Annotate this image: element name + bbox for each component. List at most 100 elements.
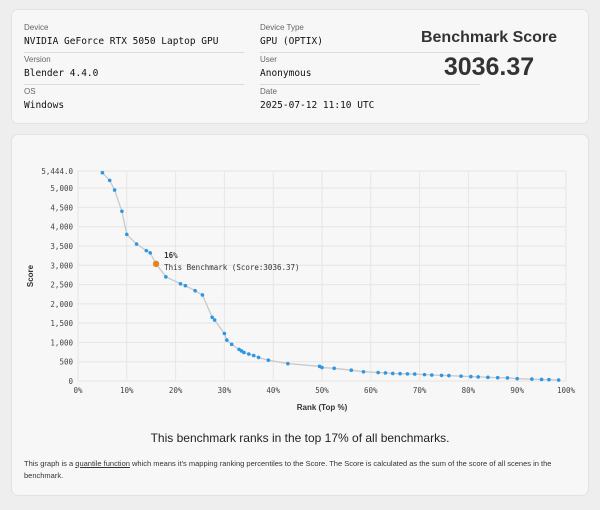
y-tick-label: 2,500 <box>50 281 73 290</box>
version-label: Version <box>24 55 51 64</box>
data-point <box>349 368 354 372</box>
data-point <box>212 318 217 322</box>
x-tick-label: 40% <box>266 386 280 395</box>
x-tick-label: 10% <box>120 386 134 395</box>
data-point <box>361 369 366 374</box>
benchmark-info-card: Device NVIDIA GeForce RTX 5050 Laptop GP… <box>12 10 588 123</box>
data-point <box>530 377 534 381</box>
data-point <box>476 375 480 379</box>
data-point <box>178 281 183 286</box>
score-curve <box>101 172 559 381</box>
rank-sentence: This benchmark ranks in the top 17% of a… <box>150 431 450 445</box>
data-point <box>229 342 234 347</box>
chart-card: 0 500 1,000 1,500 2,000 2,500 3,000 3,500 4,000 4… <box>12 135 588 495</box>
y-tick-label: 3,000 <box>50 261 73 270</box>
x-tick-label: 30% <box>218 386 232 395</box>
divider <box>260 52 480 53</box>
os-label: OS <box>24 87 36 96</box>
data-point <box>112 188 117 192</box>
data-point <box>515 376 519 381</box>
device-type-label: Device Type <box>260 23 304 32</box>
os-value: Windows <box>24 100 65 111</box>
device-value: NVIDIA GeForce RTX 5050 Laptop GPU <box>24 36 219 47</box>
data-point <box>422 372 427 377</box>
user-label: User <box>260 55 277 64</box>
data-point <box>266 358 271 362</box>
data-point <box>251 353 256 358</box>
data-point <box>286 361 290 366</box>
date-value: 2025-07-12 11:10 UTC <box>260 100 375 111</box>
data-point <box>134 242 139 246</box>
x-tick-label: 50% <box>315 386 329 395</box>
device-type-field: Device Type GPU (OPTIX) <box>260 23 480 53</box>
data-point <box>120 209 124 214</box>
data-point <box>556 378 561 382</box>
highlight-score-label: This Benchmark (Score:3036.37) <box>164 263 299 272</box>
data-point <box>459 374 463 378</box>
data-point <box>547 377 551 382</box>
y-tick-label: 1,500 <box>50 319 73 328</box>
y-tick-label: 3,500 <box>50 242 73 251</box>
data-point <box>164 275 168 279</box>
data-point <box>383 371 388 375</box>
quantile-function-link[interactable]: quantile function <box>75 459 130 468</box>
data-point <box>193 288 197 293</box>
date-field: Date 2025-07-12 11:10 UTC <box>260 87 480 111</box>
y-tick-label: 4,500 <box>50 203 73 212</box>
user-field: User Anonymous <box>260 55 480 85</box>
data-point <box>495 375 500 380</box>
data-point <box>225 338 229 342</box>
version-field: Version Blender 4.4.0 <box>24 55 244 85</box>
data-point <box>376 370 380 375</box>
data-point <box>144 248 149 253</box>
data-point <box>100 170 105 175</box>
x-tick-label: 70% <box>413 386 427 395</box>
version-value: Blender 4.4.0 <box>24 68 99 79</box>
x-tick-label: 100% <box>557 386 576 395</box>
data-point <box>183 283 188 288</box>
data-point <box>405 372 410 376</box>
data-point <box>148 251 153 255</box>
explanation-suffix: which means it's mapping ranking percent… <box>24 459 552 480</box>
date-label: Date <box>260 87 277 96</box>
data-point <box>210 315 214 320</box>
y-tick-label: 2,000 <box>50 300 73 309</box>
x-axis-label: Rank (Top %) <box>297 403 348 412</box>
data-point <box>332 366 337 371</box>
device-type-value: GPU (OPTIX) <box>260 36 323 47</box>
x-tick-label: 80% <box>462 386 476 395</box>
data-point <box>107 178 112 183</box>
data-point <box>412 372 417 376</box>
data-point <box>439 373 444 378</box>
data-point <box>469 374 473 379</box>
divider <box>24 52 244 53</box>
benchmark-score-value: 3036.37 <box>443 53 535 81</box>
y-axis-label: Score <box>26 264 35 287</box>
device-label: Device <box>24 23 49 32</box>
data-point <box>430 373 434 377</box>
data-point <box>390 371 395 376</box>
data-point <box>247 352 251 356</box>
benchmark-score-title: Benchmark Score <box>420 29 558 46</box>
y-tick-label: 500 <box>59 358 73 367</box>
data-point <box>447 373 451 378</box>
highlight-rank-label: 16% <box>164 251 178 260</box>
data-point <box>320 365 324 370</box>
y-tick-label: 4,000 <box>50 223 73 232</box>
data-point <box>222 331 227 336</box>
data-point <box>398 371 402 376</box>
x-tick-label: 90% <box>510 386 524 395</box>
explanation-text: This graph is a quantile function which … <box>24 458 576 482</box>
data-point <box>242 350 246 355</box>
os-field: OS Windows <box>24 87 244 111</box>
x-tick-label: 0% <box>73 386 83 395</box>
quantile-chart: 0 500 1,000 1,500 2,000 2,500 3,000 3,500 4,000 4… <box>26 167 576 412</box>
user-value: Anonymous <box>260 68 312 79</box>
x-tick-label: 60% <box>364 386 378 395</box>
explanation-prefix: This graph is a <box>24 459 76 468</box>
divider <box>24 84 244 85</box>
data-point <box>539 377 544 382</box>
divider <box>260 84 480 85</box>
device-field: Device NVIDIA GeForce RTX 5050 Laptop GP… <box>24 23 244 53</box>
x-tick-label: 20% <box>169 386 183 395</box>
